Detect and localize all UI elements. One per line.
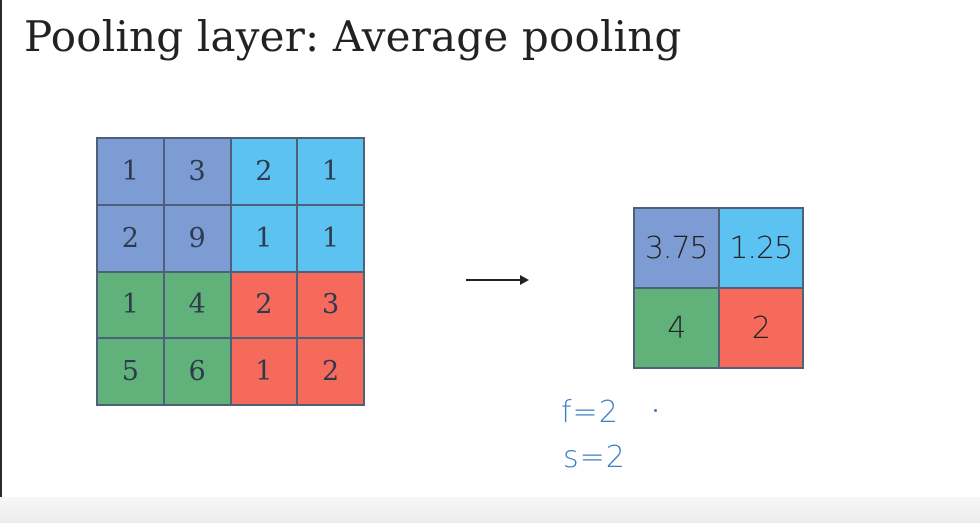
input-cell-r4-c2: 6: [163, 338, 231, 405]
output-cell-r1-c2: 1.25: [718, 208, 803, 288]
input-cell-r3-c4: 3: [297, 271, 364, 339]
input-cell-r1-c2: 3: [163, 138, 231, 205]
bottom-band: [0, 497, 980, 523]
input-cell-r4-c3: 1: [230, 338, 298, 405]
input-cell-r1-c1: 1: [97, 138, 164, 205]
input-cell-r2-c2: 9: [163, 204, 231, 272]
output-cell-r1-c1: 3.75: [634, 208, 719, 288]
output-cell-r2-c1: 4: [634, 288, 719, 368]
input-cell-r3-c1: 1: [97, 271, 164, 339]
input-cell-r3-c3: 2: [230, 271, 298, 339]
input-cell-r2-c4: 1: [297, 204, 364, 272]
right-arrow-icon: [466, 275, 529, 285]
input-cell-r1-c4: 1: [297, 138, 364, 205]
input-cell-r1-c3: 2: [230, 138, 298, 205]
ink-dot: [654, 409, 657, 412]
slide-title: Pooling layer: Average pooling: [24, 12, 682, 61]
input-cell-r3-c2: 4: [163, 271, 231, 339]
output-cell-r2-c2: 2: [718, 288, 803, 368]
input-cell-r2-c3: 1: [230, 204, 298, 272]
stride-note: s=2: [563, 440, 626, 475]
output-matrix: 3.75 1.25 4 2: [633, 207, 804, 369]
filter-size-note: f=2: [561, 395, 619, 430]
input-cell-r2-c1: 2: [97, 204, 164, 272]
input-cell-r4-c1: 5: [97, 338, 164, 405]
input-cell-r4-c4: 2: [297, 338, 364, 405]
left-edge-border: [0, 0, 2, 523]
